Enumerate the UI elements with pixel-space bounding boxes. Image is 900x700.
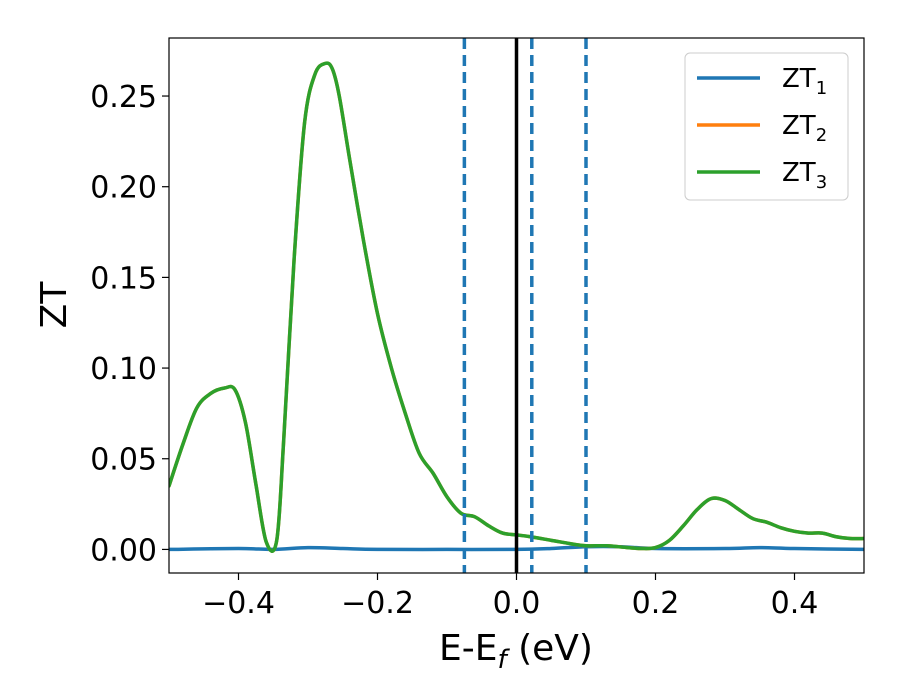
x-tick-label: 0.0 (493, 586, 541, 621)
y-tick-label: 0.00 (90, 533, 157, 568)
x-tick-label: −0.4 (202, 586, 275, 621)
x-axis-ticks: −0.4 −0.2 0.0 0.2 0.4 (202, 573, 818, 621)
y-axis-ticks: 0.00 0.05 0.10 0.15 0.20 0.25 (90, 80, 169, 568)
y-tick-label: 0.25 (90, 80, 157, 115)
legend-label-zt2: ZT2 (782, 111, 827, 146)
series-line-zt1 (169, 544, 864, 552)
y-tick-label: 0.15 (90, 261, 157, 296)
y-tick-label: 0.05 (90, 443, 157, 478)
series-line-zt3 (169, 61, 864, 553)
x-tick-label: 0.4 (771, 586, 819, 621)
y-tick-label: 0.10 (90, 352, 157, 387)
legend-label-zt3: ZT3 (782, 158, 827, 193)
x-tick-label: −0.2 (341, 586, 414, 621)
series-layer (169, 61, 864, 553)
y-tick-label: 0.20 (90, 171, 157, 206)
vertical-reference-lines (462, 38, 588, 573)
y-axis-label: ZT (34, 281, 75, 329)
x-axis-label: E-Ef (eV) (439, 628, 593, 675)
legend-label-zt1: ZT1 (782, 64, 827, 99)
legend: ZT1 ZT2 ZT3 (684, 52, 849, 201)
x-tick-label: 0.2 (632, 586, 680, 621)
legend-box (684, 52, 849, 201)
